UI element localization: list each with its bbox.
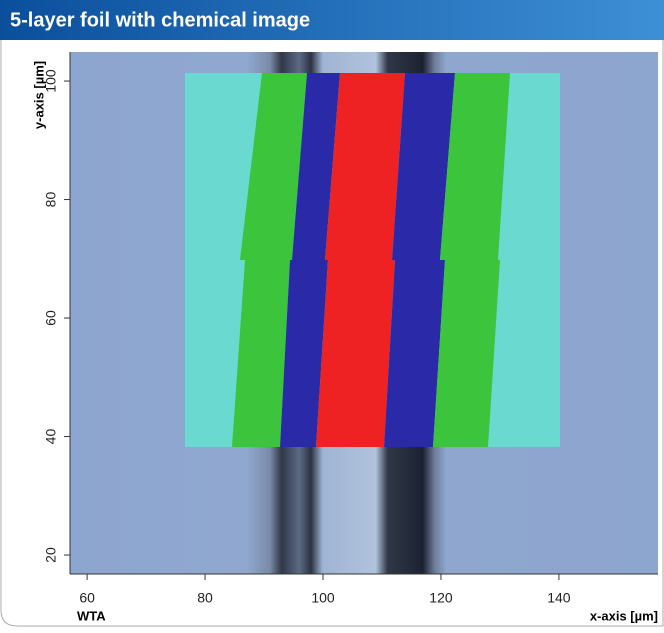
x-tick-label: 100	[311, 590, 335, 606]
y-tick-label: 80	[43, 192, 59, 208]
y-tick-label: 20	[43, 547, 59, 563]
annotation: WTA	[77, 608, 106, 623]
y-tick-label: 60	[43, 310, 59, 326]
x-tick-label: 80	[197, 590, 213, 606]
x-tick-label: 60	[79, 590, 95, 606]
page: 5-layer foil with chemical image y-axis …	[0, 0, 664, 628]
chart-title: 5-layer foil with chemical image	[10, 9, 310, 31]
layer-red	[316, 260, 395, 447]
x-axis-label: x-axis [µm]	[590, 608, 658, 623]
x-tick-label: 140	[547, 590, 571, 606]
y-tick-label: 40	[43, 429, 59, 445]
chemical-image	[185, 73, 560, 447]
y-tick-label: 100	[43, 69, 59, 93]
chart: 5-layer foil with chemical image y-axis …	[0, 0, 664, 628]
x-tick-label: 120	[429, 590, 453, 606]
